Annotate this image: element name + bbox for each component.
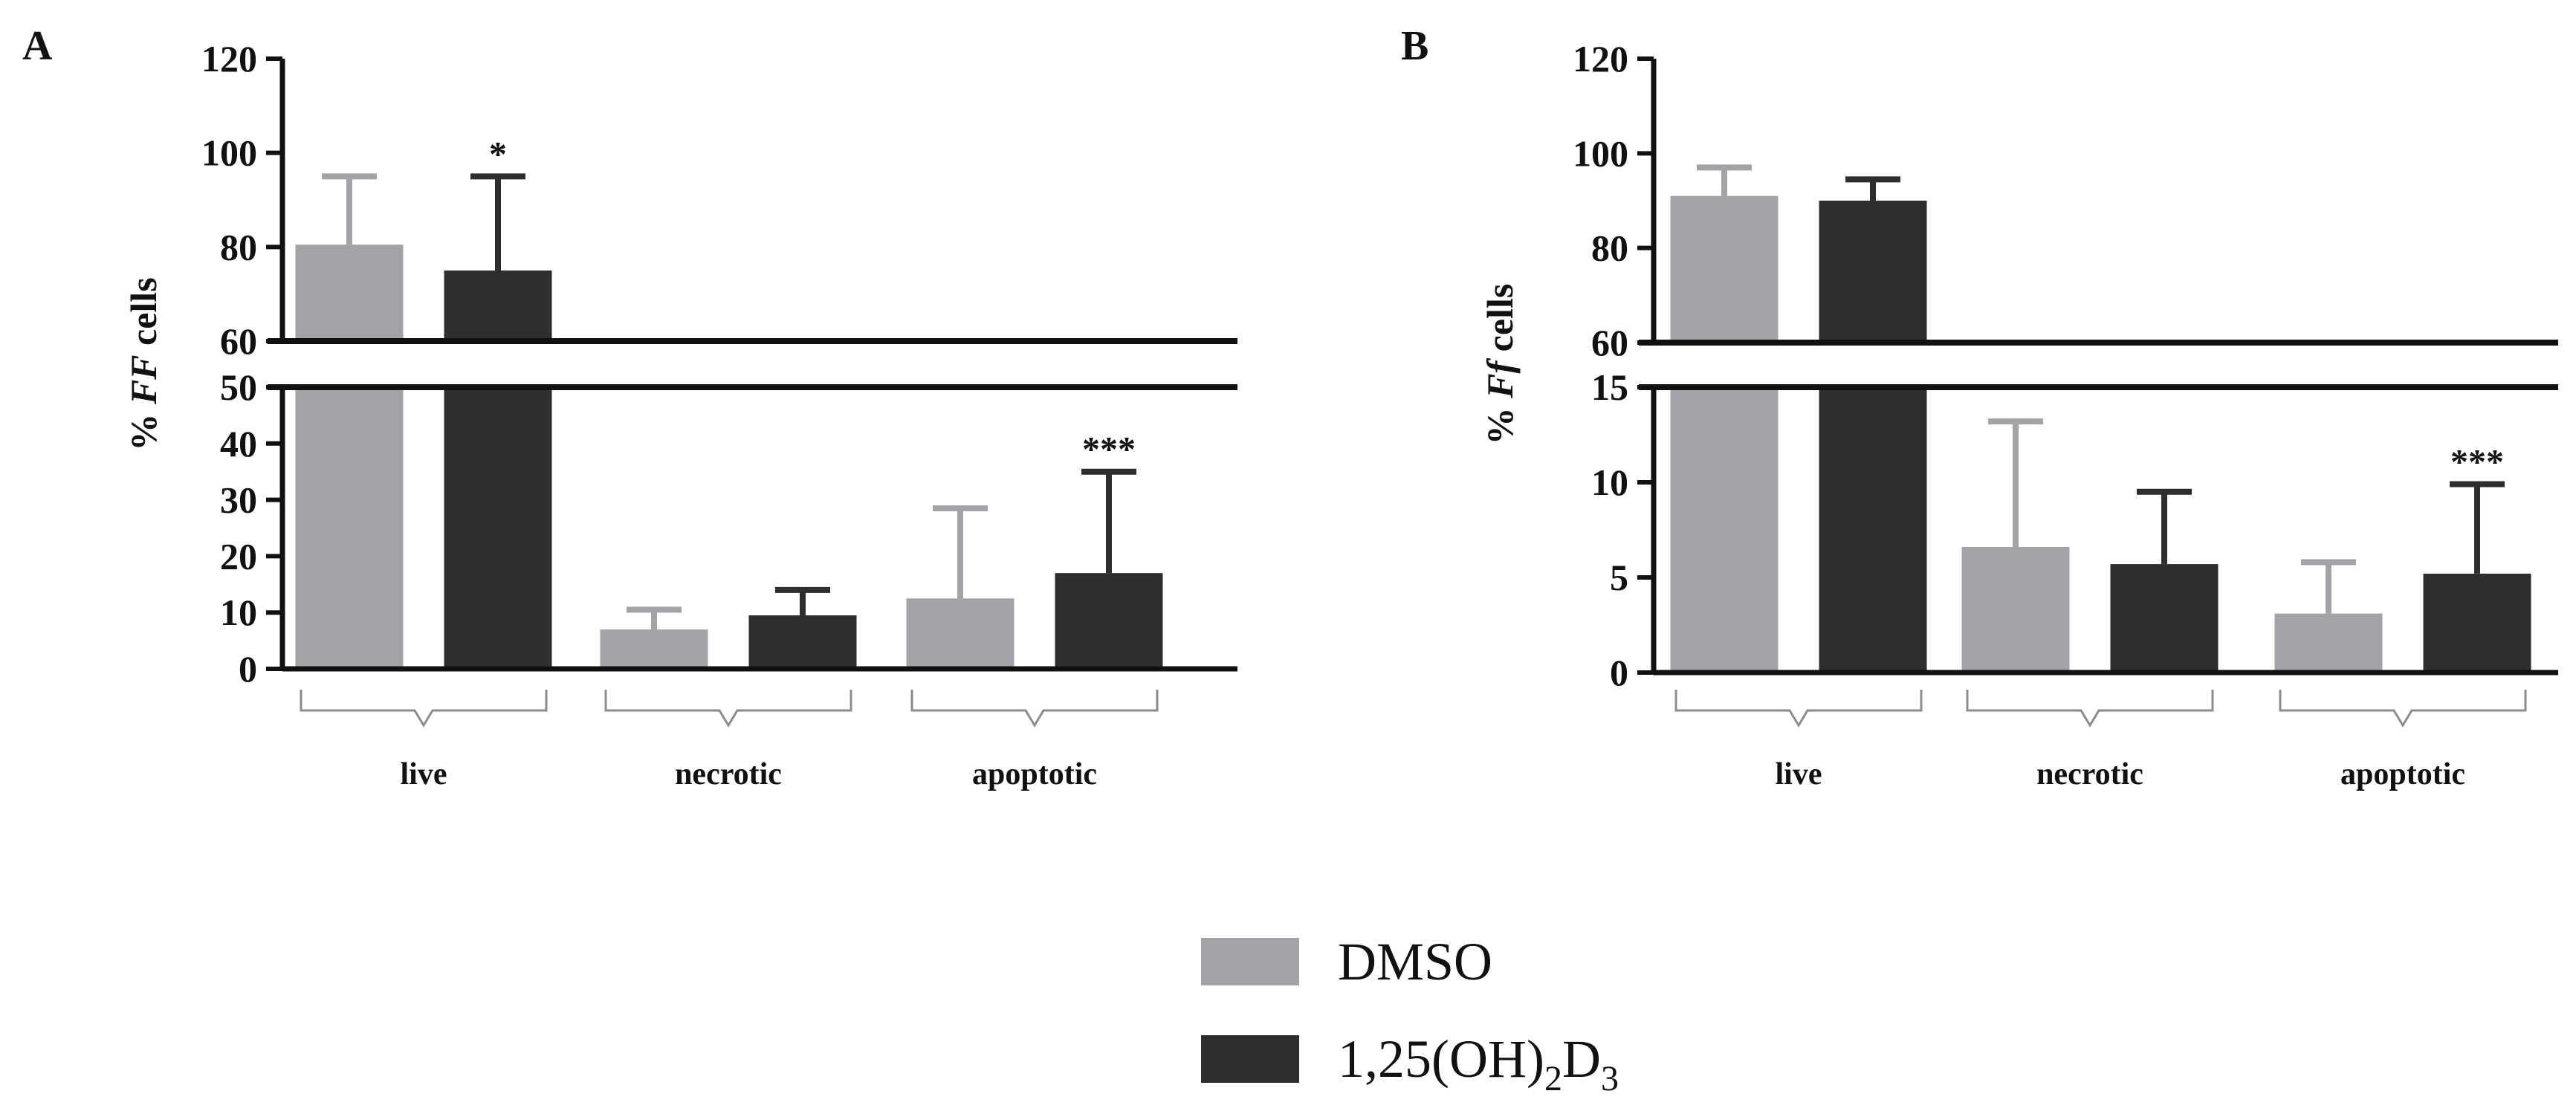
legend-label-vd3-mid: D <box>1562 1029 1601 1089</box>
legend-label-vd3: 1,25(OH)2D3 <box>1338 1029 1619 1098</box>
y-axis-label-italic: Ff <box>1479 357 1521 398</box>
y-axis-label-prefix: % <box>123 404 164 451</box>
y-axis-label: % Ff cells <box>1479 284 1521 445</box>
bar <box>1055 573 1163 669</box>
y-tick-label: 40 <box>220 423 257 464</box>
panel-letter: A <box>22 23 53 69</box>
category-label: apoptotic <box>2340 757 2465 791</box>
bar <box>444 387 552 669</box>
bar <box>2423 573 2531 673</box>
legend-swatch-dmso <box>1201 938 1299 985</box>
y-tick-label: 80 <box>220 226 257 268</box>
category-bracket <box>1674 690 1923 728</box>
y-tick-label: 60 <box>220 320 257 362</box>
y-axis-label-suffix: cells <box>1479 284 1521 361</box>
bar <box>295 387 404 669</box>
y-axis-label-prefix: % <box>1479 398 1521 445</box>
y-tick-label: 120 <box>1573 38 1628 80</box>
legend-label-dmso: DMSO <box>1338 932 1492 991</box>
category-bracket <box>2279 690 2527 728</box>
y-tick-label: 60 <box>1591 322 1628 363</box>
significance-marker: *** <box>1082 430 1136 470</box>
y-axis-label: % FF cells <box>123 277 164 450</box>
y-tick-label: 5 <box>1610 557 1628 598</box>
bar <box>2274 613 2383 673</box>
category-label: necrotic <box>2036 757 2143 791</box>
category-bracket <box>910 690 1159 728</box>
bar <box>748 615 857 669</box>
y-axis-label-suffix: cells <box>123 277 164 354</box>
category-bracket <box>300 690 548 728</box>
y-axis-label-italic: FF <box>123 354 164 405</box>
bar <box>1819 201 1927 343</box>
bar <box>1819 387 1927 673</box>
bar <box>1670 195 1779 343</box>
legend-label-vd3-main: 1,25(OH) <box>1338 1029 1544 1089</box>
bar <box>2110 564 2219 673</box>
legend-label-vd3-sub2: 3 <box>1601 1059 1619 1098</box>
bar <box>600 629 708 669</box>
legend-label-vd3-sub1: 2 <box>1544 1059 1562 1098</box>
y-tick-label: 120 <box>201 38 257 80</box>
y-tick-label: 20 <box>220 535 257 577</box>
y-tick-label: 30 <box>220 479 257 521</box>
significance-marker: * <box>489 135 507 174</box>
y-tick-label: 100 <box>1573 132 1628 174</box>
y-tick-label: 0 <box>239 648 257 690</box>
y-tick-label: 10 <box>1591 462 1628 503</box>
category-label: necrotic <box>675 757 782 791</box>
bar <box>444 271 552 341</box>
panel-a: A% FF cells****608010012001020304050live… <box>22 23 1237 791</box>
significance-marker: *** <box>2450 443 2504 482</box>
category-label: live <box>401 757 447 791</box>
category-label: apoptotic <box>972 757 1097 791</box>
y-tick-label: 0 <box>1610 652 1628 693</box>
bar <box>1670 387 1779 673</box>
y-tick-label: 10 <box>220 592 257 633</box>
panel-letter: B <box>1401 23 1428 69</box>
bar <box>295 245 404 341</box>
y-tick-label: 15 <box>1591 366 1628 408</box>
bar <box>1961 547 2070 673</box>
category-bracket <box>1966 690 2214 728</box>
y-tick-label: 50 <box>220 366 257 408</box>
legend: DMSO 1,25(OH)2D3 <box>1201 932 1619 1098</box>
category-bracket <box>604 690 852 728</box>
category-label: live <box>1776 757 1822 791</box>
legend-swatch-vd3 <box>1201 1035 1299 1083</box>
y-tick-label: 80 <box>1591 227 1628 269</box>
bar <box>906 598 1014 669</box>
y-tick-label: 100 <box>201 132 257 174</box>
